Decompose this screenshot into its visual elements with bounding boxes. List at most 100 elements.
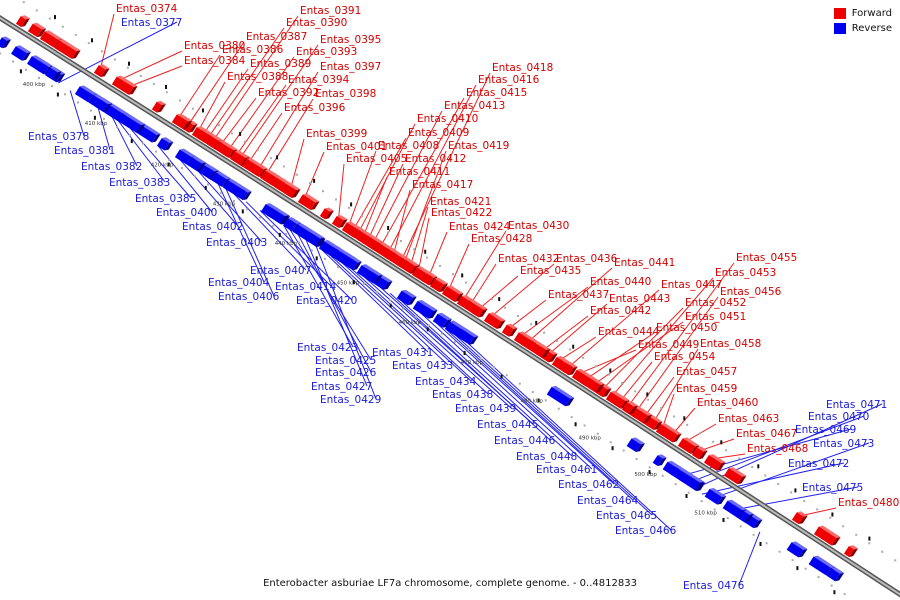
leader-line bbox=[265, 98, 314, 175]
track-dot bbox=[647, 398, 650, 401]
track-dot bbox=[126, 66, 129, 69]
tick-mark bbox=[794, 488, 797, 493]
tick-mark bbox=[315, 256, 318, 261]
reverse-gene-label: Entas_0385 bbox=[135, 193, 196, 205]
leader-line bbox=[363, 276, 512, 409]
leader-line bbox=[212, 15, 299, 141]
leader-line bbox=[661, 393, 675, 429]
track-dot bbox=[557, 407, 560, 410]
track-dot bbox=[778, 550, 781, 553]
track-dot bbox=[400, 240, 402, 242]
leader-line bbox=[542, 315, 589, 351]
leader-line bbox=[478, 275, 519, 310]
tick-mark bbox=[461, 273, 464, 278]
leader-line bbox=[672, 407, 696, 435]
forward-gene-label: Entas_0455 bbox=[736, 252, 797, 264]
tick-mark bbox=[759, 542, 762, 546]
track-dot bbox=[505, 374, 508, 377]
kbp-label: 420 kbp bbox=[151, 163, 174, 169]
track-dot bbox=[322, 190, 324, 193]
track-dot bbox=[64, 93, 66, 96]
reverse-gene-label: Entas_0433 bbox=[392, 360, 453, 372]
track-dot bbox=[466, 349, 469, 352]
track-dot bbox=[271, 224, 274, 227]
track-dot bbox=[712, 440, 715, 443]
forward-gene bbox=[723, 467, 747, 485]
legend-reverse: Reverse bbox=[833, 21, 892, 36]
forward-gene-label: Entas_0458 bbox=[700, 338, 761, 350]
reverse-gene-label: Entas_0431 bbox=[372, 347, 433, 359]
track-dot bbox=[504, 306, 506, 309]
tick-mark bbox=[535, 320, 538, 325]
forward-gene-label: Entas_0397 bbox=[320, 61, 381, 73]
reverse-gene-label: Entas_0382 bbox=[81, 161, 142, 173]
leader-line bbox=[97, 107, 111, 151]
leader-line bbox=[69, 90, 85, 137]
reverse-gene-label: Entas_0473 bbox=[813, 438, 874, 450]
tick-mark bbox=[276, 155, 279, 160]
forward-gene-label: Entas_0417 bbox=[412, 179, 473, 191]
track-dot bbox=[191, 107, 194, 110]
reverse-gene-label: Entas_0427 bbox=[311, 381, 372, 393]
forward-gene-label: Entas_0443 bbox=[609, 293, 670, 305]
leader-line bbox=[305, 239, 368, 387]
track-dot bbox=[817, 576, 820, 579]
forward-gene bbox=[429, 277, 449, 293]
track-dot bbox=[258, 216, 261, 219]
tick-mark bbox=[648, 470, 651, 475]
forward-gene-label: Entas_0412 bbox=[405, 153, 466, 165]
forward-gene-label: Entas_0405 bbox=[346, 153, 407, 165]
tick-mark bbox=[389, 303, 392, 308]
tick-mark bbox=[572, 344, 575, 349]
forward-gene-label: Entas_0454 bbox=[654, 351, 716, 363]
forward-gene-label: Entas_0449 bbox=[638, 339, 699, 351]
forward-gene bbox=[541, 349, 558, 363]
leader-line bbox=[257, 71, 319, 170]
reverse-gene bbox=[186, 156, 206, 172]
chromosome-backbone bbox=[0, 15, 900, 598]
track-dot bbox=[596, 432, 599, 435]
track-dot bbox=[414, 315, 417, 318]
reverse-gene bbox=[396, 289, 417, 306]
track-dot bbox=[816, 508, 819, 511]
leader-line bbox=[403, 150, 447, 263]
track-dot bbox=[439, 264, 441, 267]
tick-mark bbox=[611, 446, 614, 451]
kbp-label: 470 kbp bbox=[461, 360, 484, 366]
reverse-gene-label: Entas_0472 bbox=[788, 458, 849, 470]
reverse-gene bbox=[274, 211, 289, 224]
track-dot bbox=[635, 458, 638, 460]
track-dot bbox=[87, 42, 90, 45]
reverse-gene bbox=[336, 251, 362, 271]
tick-mark bbox=[128, 61, 130, 66]
reverse-gene-label: Entas_0439 bbox=[455, 403, 516, 415]
reverse-gene bbox=[306, 232, 325, 247]
track-dot bbox=[803, 499, 806, 502]
track-dot bbox=[751, 466, 754, 469]
tick-mark bbox=[574, 422, 577, 427]
track-dot bbox=[686, 423, 689, 426]
forward-gene-label: Entas_0432 bbox=[498, 253, 559, 265]
track-dot bbox=[518, 382, 521, 385]
reverse-gene-label: Entas_0423 bbox=[297, 342, 358, 354]
forward-gene bbox=[577, 372, 605, 393]
forward-gene-label: Entas_0390 bbox=[286, 17, 347, 29]
reverse-gene-label: Entas_0414 bbox=[275, 281, 337, 293]
track-dot bbox=[348, 206, 350, 209]
track-dot bbox=[492, 365, 495, 368]
track-dot bbox=[764, 474, 767, 477]
forward-gene bbox=[331, 215, 348, 228]
leader-line bbox=[558, 336, 597, 362]
leader-line bbox=[118, 50, 183, 82]
reverse-gene bbox=[738, 510, 754, 523]
leader-line bbox=[427, 231, 448, 278]
forward-gene bbox=[813, 525, 841, 546]
tick-mark bbox=[54, 15, 56, 20]
forward-gene-label: Entas_0393 bbox=[296, 46, 357, 58]
reverse-gene-label: Entas_0469 bbox=[795, 424, 856, 436]
leader-line bbox=[508, 299, 547, 330]
tick-mark bbox=[796, 566, 799, 571]
forward-gene-label: Entas_0399 bbox=[306, 128, 367, 140]
track-dot bbox=[790, 491, 793, 494]
track-dot bbox=[181, 167, 183, 170]
